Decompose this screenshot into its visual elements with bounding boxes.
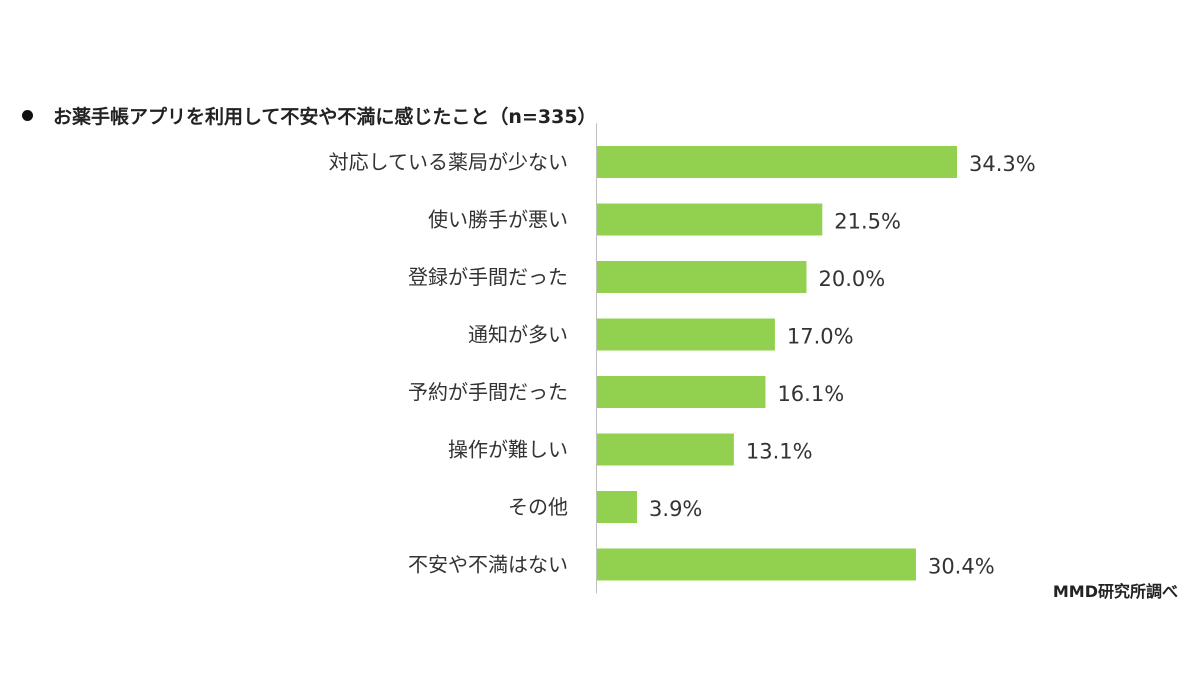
- value-label: 13.1%: [746, 440, 813, 464]
- bullet-icon: [22, 109, 33, 121]
- value-label: 20.0%: [818, 267, 885, 291]
- bar: [596, 318, 775, 351]
- bar: [596, 203, 823, 236]
- bar: [596, 261, 807, 293]
- category-label: 登録が手間だった: [408, 265, 568, 289]
- bar: [596, 433, 734, 466]
- value-label: 3.9%: [649, 497, 702, 521]
- category-label: 使い勝手が悪い: [428, 208, 568, 232]
- value-label: 30.4%: [928, 555, 995, 579]
- value-label: 17.0%: [787, 325, 854, 349]
- bar: [596, 491, 638, 523]
- bar: [596, 376, 766, 408]
- value-label: 34.3%: [969, 152, 1036, 176]
- bar: [596, 548, 916, 581]
- value-label: 21.5%: [834, 210, 901, 234]
- value-label: 16.1%: [777, 382, 844, 406]
- category-label: 対応している薬局が少ない: [329, 150, 568, 174]
- bar: [596, 146, 957, 178]
- category-label: 予約が手間だった: [408, 380, 568, 404]
- category-label: 不安や不満はない: [408, 553, 568, 577]
- source-note: MMD研究所調べ: [1052, 582, 1178, 601]
- chart-title: お薬手帳アプリを利用して不安や不満に感じたこと（n=335）: [22, 100, 597, 130]
- chart-title-text: お薬手帳アプリを利用して不安や不満に感じたこと（n=335）: [53, 105, 597, 128]
- category-label: 操作が難しい: [448, 438, 568, 462]
- category-label: 通知が多い: [468, 323, 568, 347]
- category-label: その他: [508, 495, 568, 519]
